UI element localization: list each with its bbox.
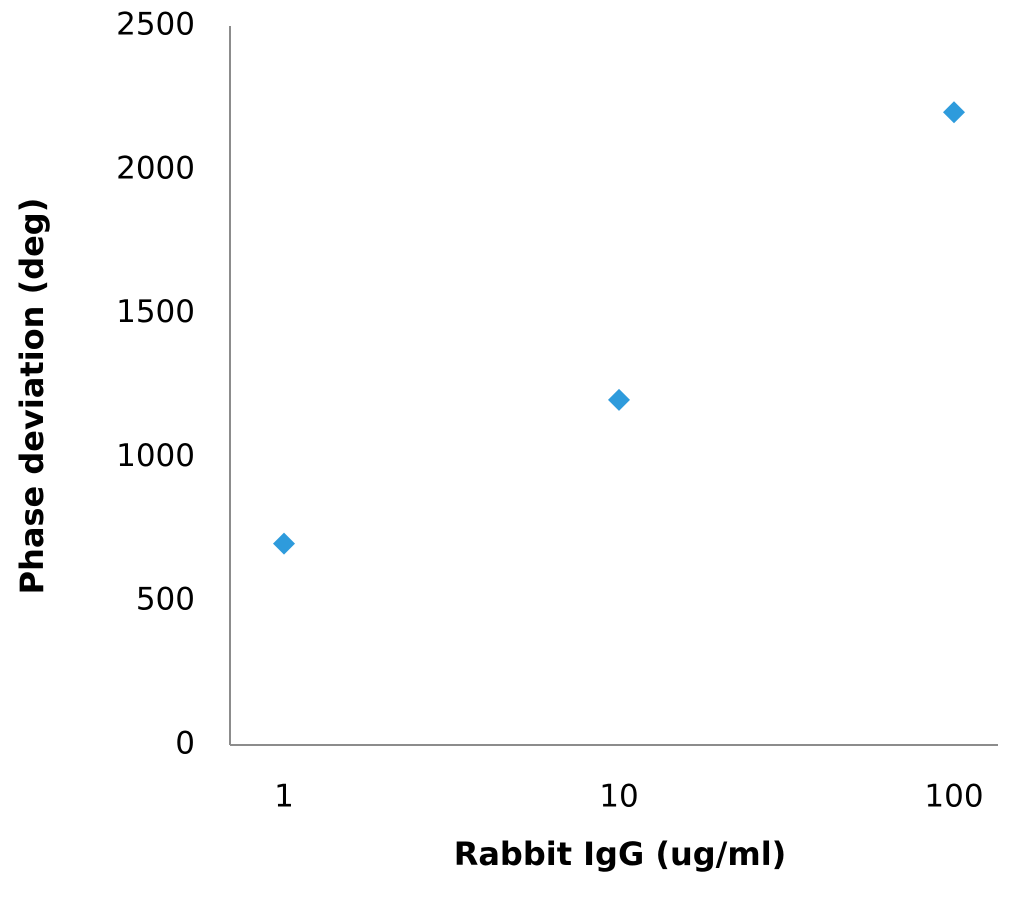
y-tick-label: 2000 (116, 150, 195, 186)
data-points (273, 101, 965, 555)
data-point (273, 532, 295, 555)
x-tick-label: 10 (599, 779, 638, 815)
data-point (943, 101, 965, 124)
plot-area: 0 500 1000 1500 2000 2500 1 10 100 (116, 7, 998, 815)
y-tick-label: 2500 (116, 7, 195, 43)
x-axis-title: Rabbit IgG (ug/ml) (454, 835, 787, 873)
y-tick-label: 0 (175, 726, 195, 762)
y-axis-title: Phase deviation (deg) (13, 198, 51, 595)
x-tick-label: 1 (274, 779, 294, 815)
x-tick-labels: 1 10 100 (274, 779, 983, 815)
data-point (608, 388, 630, 411)
y-tick-label: 500 (136, 582, 195, 618)
x-tick-label: 100 (924, 779, 983, 815)
y-tick-label: 1000 (116, 438, 195, 474)
y-tick-label: 1500 (116, 294, 195, 330)
y-tick-labels: 0 500 1000 1500 2000 2500 (116, 7, 195, 762)
